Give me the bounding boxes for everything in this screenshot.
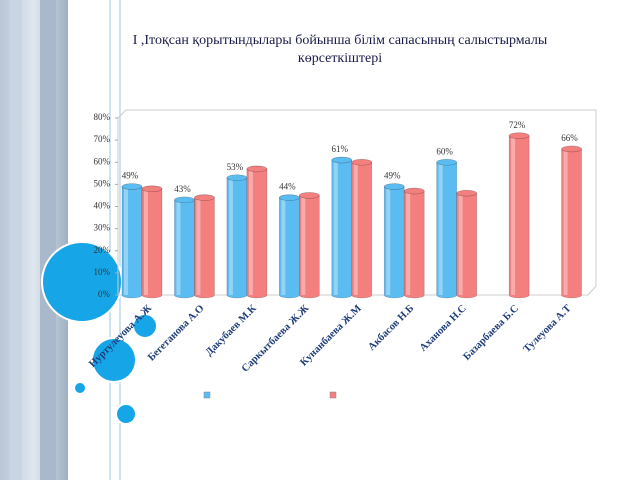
bar — [174, 199, 195, 299]
bar — [561, 148, 582, 299]
bar-highlight — [281, 197, 286, 295]
y-tick-label: 50% — [94, 178, 111, 188]
bar — [383, 186, 405, 299]
y-tick-label: 10% — [94, 267, 111, 277]
deco-circle — [132, 313, 158, 339]
bar — [299, 195, 320, 299]
value-label: 44% — [279, 182, 296, 192]
bar-top — [331, 156, 353, 164]
value-label: 60% — [436, 146, 453, 156]
bar — [279, 197, 300, 299]
side-stripe — [10, 0, 22, 480]
bar — [508, 135, 530, 299]
bar-highlight — [386, 186, 391, 295]
bar-highlight — [353, 162, 358, 295]
bar-top — [351, 158, 373, 166]
y-tick-label: 0% — [98, 289, 111, 299]
value-label: 61% — [332, 144, 349, 154]
legend-marker — [329, 391, 337, 399]
bar-highlight — [301, 195, 306, 295]
bar-top — [246, 165, 268, 173]
bar-top — [226, 174, 248, 182]
bar-top — [383, 183, 405, 190]
bar-top — [174, 196, 195, 204]
bar-highlight — [406, 191, 411, 295]
bar — [456, 192, 477, 299]
y-tick-label: 60% — [94, 156, 111, 166]
bar-top — [561, 145, 582, 153]
bar-highlight — [176, 199, 181, 295]
value-label: 53% — [227, 162, 244, 172]
bar — [121, 186, 143, 299]
bar-highlight — [248, 168, 253, 295]
bar-highlight — [333, 160, 338, 295]
y-tick-label: 20% — [94, 245, 111, 255]
bar-top — [436, 158, 457, 166]
bar — [141, 188, 163, 299]
x-tick-label: Дакубаев М.К — [204, 303, 259, 358]
bar-top — [121, 183, 143, 190]
bar — [246, 168, 268, 299]
bar-highlight — [228, 177, 233, 295]
bar-highlight — [144, 188, 148, 295]
legend-marker — [203, 391, 211, 399]
value-label: 49% — [122, 171, 139, 181]
bar-top — [508, 132, 530, 139]
bar — [403, 190, 425, 299]
value-label: 66% — [561, 133, 578, 143]
deco-circle — [41, 241, 123, 323]
bar-highlight — [458, 193, 463, 295]
bar-highlight — [124, 186, 128, 295]
bar-highlight — [511, 135, 516, 295]
bar-highlight — [196, 197, 201, 295]
bar-top — [279, 194, 300, 201]
bar — [194, 197, 215, 299]
x-tick-label: Аханова Н.С — [418, 303, 469, 354]
deco-circle — [115, 403, 137, 425]
bar-top — [141, 185, 163, 193]
deco-circle — [91, 337, 137, 383]
value-label: 72% — [509, 120, 526, 130]
y-tick-label: 70% — [94, 134, 111, 144]
x-tick-label: Тулеуова А.Т — [522, 303, 574, 355]
y-tick-label: 40% — [94, 201, 111, 211]
x-tick-label: Акбасов Н.Б — [366, 303, 416, 353]
bar — [351, 161, 373, 299]
x-tick-label: Базарбаева Б.С — [462, 303, 522, 363]
bar-top — [456, 189, 477, 197]
bar-highlight — [438, 162, 443, 295]
bar-top — [194, 194, 215, 201]
y-tick-label: 80% — [94, 112, 111, 122]
value-label: 49% — [384, 171, 401, 181]
deco-circle — [75, 383, 85, 393]
bar-top — [403, 187, 425, 195]
value-label: 43% — [174, 184, 191, 194]
bar-top — [299, 192, 320, 199]
bar-highlight — [563, 148, 568, 295]
chart-title: I ,Iтоқсан қорытындылары бойынша білім с… — [132, 33, 548, 66]
y-tick-label: 30% — [94, 223, 111, 233]
side-stripe — [40, 0, 56, 480]
